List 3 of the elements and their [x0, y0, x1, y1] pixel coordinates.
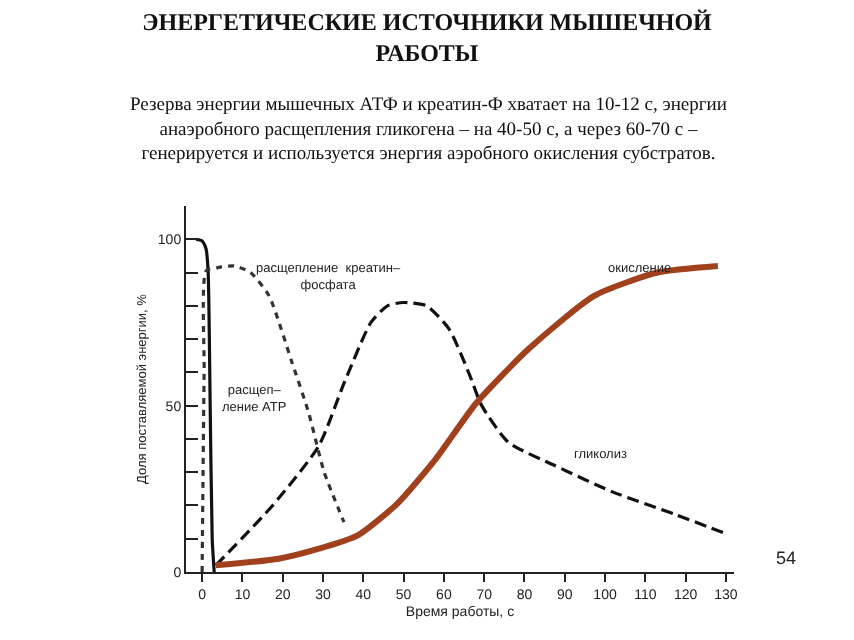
- chart-subtitle: Резерва энергии мышечных АТФ и креатин-Ф хватает на 10-12 с, энергии анаэробного расщепления гликогена – на 40-50 с, а через 60-70 с – генерируется и используется энергия аэробного окисления субстратов.: [130, 96, 727, 166]
- chart-title: ЭНЕРГЕТИЧЕСКИЕ ИСТОЧНИКИ МЫШЕЧНОЙ РАБОТЫ: [142, 8, 714, 68]
- text: 54: [776, 548, 797, 568]
